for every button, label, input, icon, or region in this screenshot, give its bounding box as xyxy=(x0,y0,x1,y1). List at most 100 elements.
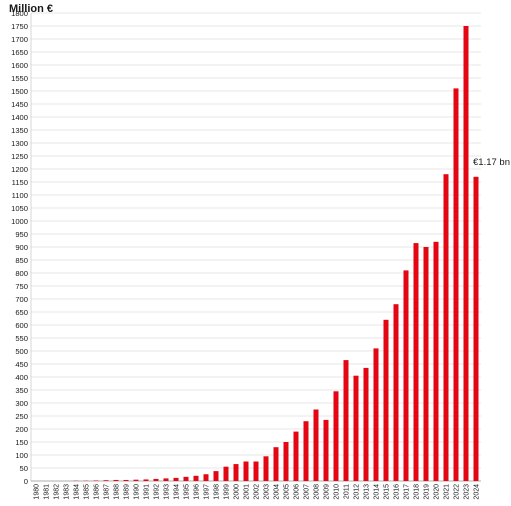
y-tick-label: 1650 xyxy=(11,48,28,57)
bar-2023 xyxy=(463,26,469,481)
bar-1992 xyxy=(153,478,159,481)
y-tick-label: 800 xyxy=(15,269,28,278)
bar-2006 xyxy=(293,431,299,481)
bar-2008 xyxy=(313,409,319,481)
bar-2004 xyxy=(273,447,279,481)
x-tick-label: 2022 xyxy=(454,484,461,500)
bar-1995 xyxy=(183,476,189,481)
bars xyxy=(73,26,479,482)
x-tick-label: 2024 xyxy=(474,484,481,500)
bar-1998 xyxy=(213,471,219,481)
bar-1989 xyxy=(123,479,129,481)
y-tick-label: 1200 xyxy=(11,165,28,174)
bar-1994 xyxy=(173,477,179,481)
bar-2021 xyxy=(443,174,449,481)
x-tick-label: 1992 xyxy=(154,484,161,500)
x-tick-label: 2015 xyxy=(384,484,391,500)
y-tick-label: 1000 xyxy=(11,217,28,226)
bar-1991 xyxy=(143,479,149,481)
bar-2013 xyxy=(363,367,369,481)
y-tick-label: 1800 xyxy=(11,9,28,18)
bar-1993 xyxy=(163,478,169,481)
bar-2003 xyxy=(263,456,269,481)
x-tick-label: 2019 xyxy=(424,484,431,500)
x-tick-label: 1981 xyxy=(44,484,51,500)
bar-1997 xyxy=(203,474,209,481)
y-tick-label: 200 xyxy=(15,425,28,434)
bar-2002 xyxy=(253,461,259,481)
bar-2009 xyxy=(323,419,329,481)
x-tick-label: 1982 xyxy=(54,484,61,500)
y-tick-label: 1400 xyxy=(11,113,28,122)
x-tick-label: 2005 xyxy=(284,484,291,500)
y-tick-label: 1150 xyxy=(12,178,28,187)
y-tick-label: 900 xyxy=(15,243,28,252)
y-tick-label: 400 xyxy=(15,373,28,382)
x-tick-label: 1988 xyxy=(114,484,121,500)
x-tick-label: 2001 xyxy=(244,484,251,500)
y-tick-label: 50 xyxy=(20,464,28,473)
x-tick-label: 2014 xyxy=(374,484,381,500)
bar-1986 xyxy=(93,480,99,481)
y-tick-label: 350 xyxy=(15,386,28,395)
x-tick-label: 1995 xyxy=(184,484,191,500)
bar-2015 xyxy=(383,319,389,481)
x-tick-label: 2011 xyxy=(344,484,351,499)
bar-2011 xyxy=(343,360,349,481)
x-tick-label: 1989 xyxy=(124,484,131,500)
x-tick-label: 2017 xyxy=(404,484,411,500)
x-tick-label: 1991 xyxy=(144,484,151,500)
y-tick-label: 1350 xyxy=(11,126,28,135)
bar-2000 xyxy=(233,464,239,481)
x-tick-label: 1993 xyxy=(164,484,171,500)
bar-1988 xyxy=(113,479,119,481)
x-tick-label: 2000 xyxy=(234,484,241,500)
x-tick-label: 2004 xyxy=(274,484,281,500)
x-tick-label: 1986 xyxy=(94,484,101,500)
x-tick-label: 2012 xyxy=(354,484,361,500)
x-tick-label: 1997 xyxy=(204,484,211,500)
y-tick-label: 700 xyxy=(15,295,28,304)
x-tick-label: 2023 xyxy=(464,484,471,500)
y-tick-label: 750 xyxy=(15,282,28,291)
bar-2018 xyxy=(413,243,419,481)
x-axis-ticks: 1980 1981 1982 1983 1984 1985 1986 1987 1988 1989… xyxy=(34,484,481,500)
bar-2022 xyxy=(453,88,459,482)
y-axis-unit-label: Million € xyxy=(9,3,53,15)
y-tick-label: 550 xyxy=(15,334,28,343)
y-tick-label: 300 xyxy=(15,399,28,408)
x-tick-label: 1998 xyxy=(214,484,221,500)
bar-1987 xyxy=(103,480,109,481)
bar-2014 xyxy=(373,348,379,481)
x-tick-label: 2008 xyxy=(314,484,321,500)
y-tick-label: 1050 xyxy=(11,204,28,213)
x-tick-label: 2003 xyxy=(264,484,271,500)
bar-2024 xyxy=(473,176,479,482)
x-tick-label: 1984 xyxy=(74,484,81,500)
y-tick-label: 1700 xyxy=(11,35,28,44)
x-tick-label: 1990 xyxy=(134,484,141,500)
bar-2016 xyxy=(393,304,399,481)
bar-1996 xyxy=(193,475,199,481)
y-tick-label: 1250 xyxy=(11,152,28,161)
value-annotation: €1.17 bn xyxy=(473,157,510,168)
x-tick-label: 2010 xyxy=(334,484,341,500)
y-tick-label: 950 xyxy=(15,230,28,239)
annotations: €1.17 bn xyxy=(473,157,510,168)
x-tick-label: 2006 xyxy=(294,484,301,500)
x-tick-label: 2002 xyxy=(254,484,261,500)
y-tick-label: 600 xyxy=(15,321,28,330)
x-tick-label: 1994 xyxy=(174,484,181,500)
bar-2017 xyxy=(403,270,409,481)
x-tick-label: 1996 xyxy=(194,484,201,500)
y-tick-label: 250 xyxy=(15,412,28,421)
y-tick-label: 850 xyxy=(15,256,28,265)
bar-2007 xyxy=(303,421,309,481)
y-tick-label: 1300 xyxy=(11,139,28,148)
bar-2001 xyxy=(243,461,249,481)
x-tick-label: 1987 xyxy=(104,484,111,500)
y-tick-label: 1550 xyxy=(11,74,28,83)
bar-2012 xyxy=(353,375,359,481)
y-tick-label: 450 xyxy=(15,360,28,369)
